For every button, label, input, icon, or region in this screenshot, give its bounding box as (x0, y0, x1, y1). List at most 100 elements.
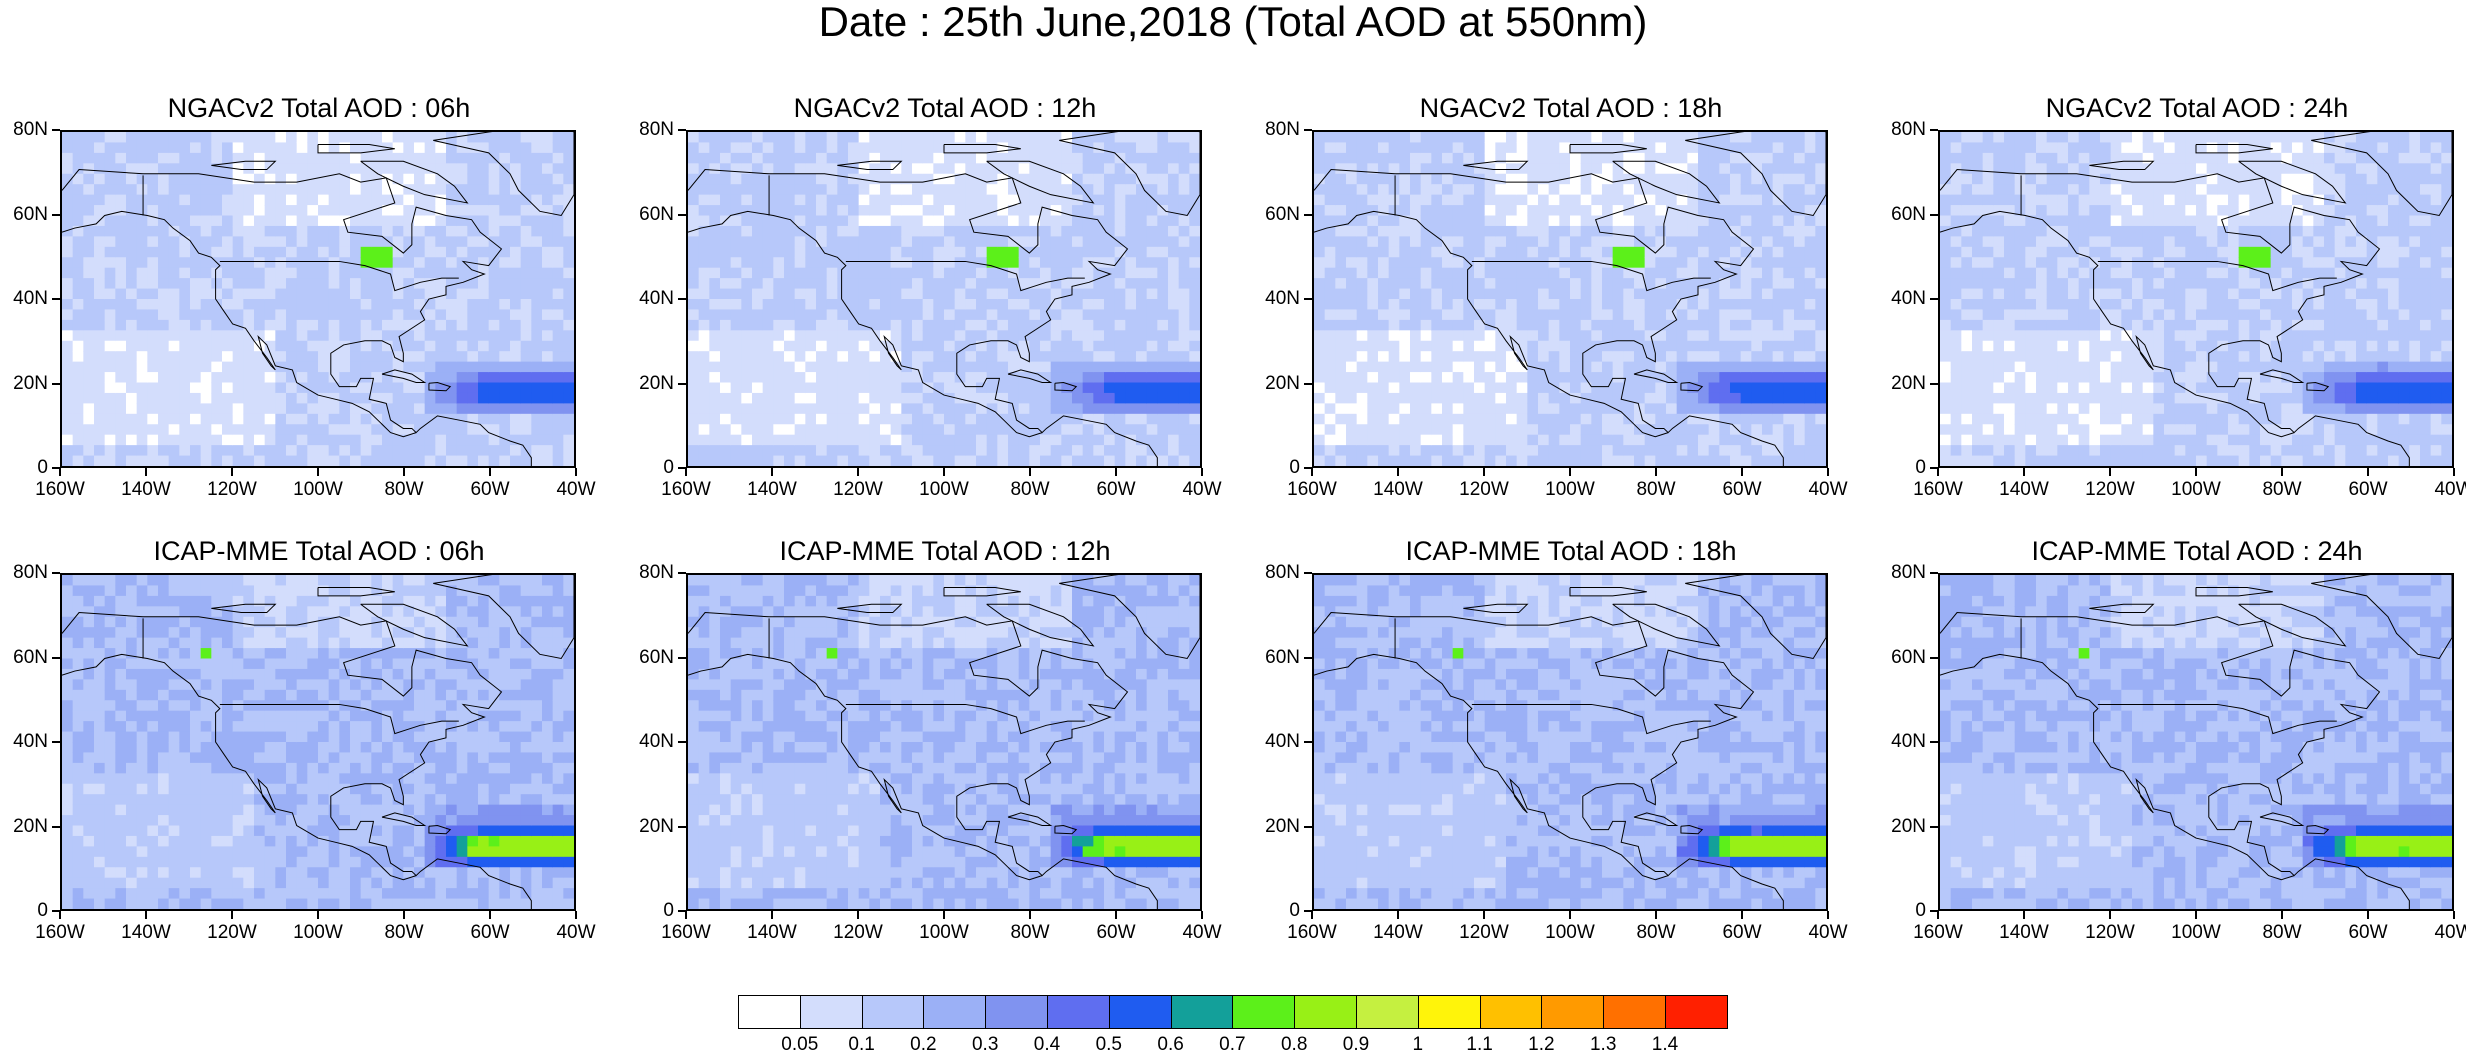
lon-tick-label: 100W (1545, 922, 1595, 943)
coastline (2097, 260, 2337, 292)
colorbar-bin (861, 995, 925, 1029)
lat-tick-label: 40N (1891, 731, 1926, 752)
coastline (845, 703, 1085, 735)
lon-tick-label: 80W (384, 922, 424, 943)
lon-tick-label: 80W (2262, 479, 2302, 500)
lon-tick-label: 140W (1999, 479, 2049, 500)
aod-field (1940, 575, 2452, 909)
lon-tick-label: 100W (1545, 479, 1595, 500)
lon-tick-label: 120W (1459, 922, 1509, 943)
lon-tick (2453, 911, 2455, 919)
lat-tick-label: 60N (1891, 203, 1926, 225)
coastline (2306, 381, 2330, 392)
coastline (1059, 132, 1200, 217)
map-panel: ICAP-MME Total AOD : 18h 80N 60N 40N 20N 0 160… (1265, 535, 1847, 943)
lat-tick (1930, 382, 1938, 385)
lon-tick-label: 140W (121, 922, 171, 943)
lon-tick-label: 160W (1287, 479, 1337, 500)
colorbar-label: 1 (1412, 1034, 1424, 1055)
lon-tick-label: 160W (1913, 922, 1963, 943)
coastline (62, 612, 532, 909)
coastline (2259, 369, 2305, 383)
colorbar-bin (738, 995, 801, 1029)
lon-tick-label: 80W (1010, 479, 1050, 500)
lat-tick-label: 80N (1891, 119, 1926, 140)
lon-tick (857, 468, 859, 476)
lon-tick (1311, 911, 1313, 919)
lat-tick (678, 741, 686, 743)
coastline (433, 132, 574, 217)
lat-tick-label: 20N (1891, 815, 1926, 837)
lon-tick-label: 100W (293, 479, 343, 500)
lon-tick (1827, 911, 1829, 919)
lon-tick-label: 160W (35, 922, 85, 943)
aod-field (688, 575, 1200, 909)
lat-tick (678, 825, 686, 828)
lon-tick (2195, 911, 2197, 919)
lat-tick (1930, 298, 1938, 300)
lat-tick (52, 825, 60, 828)
aod-field (1940, 132, 2452, 466)
lon-tick (771, 468, 773, 476)
lat-tick (52, 910, 60, 912)
colorbar-label: 0.3 (971, 1034, 999, 1055)
coastline (2238, 603, 2347, 647)
lat-tick-label: 60N (1265, 203, 1300, 225)
coastline (1680, 381, 1704, 392)
lon-tick (1397, 911, 1399, 919)
lon-tick-label: 60W (1096, 479, 1136, 500)
coastline (1007, 369, 1053, 383)
coastline (317, 587, 395, 597)
lon-tick-label: 60W (2348, 922, 2388, 943)
colorbar-label: 0.6 (1157, 1034, 1184, 1055)
lat-tick (1304, 213, 1312, 216)
lon-tick-label: 80W (1636, 479, 1676, 500)
coastline (845, 260, 1085, 292)
lat-tick (678, 213, 686, 216)
panel-title: NGACv2 Total AOD : 18h (1419, 93, 1723, 123)
lon-tick-label: 160W (1287, 922, 1337, 943)
lon-tick (685, 911, 687, 919)
coastline (837, 603, 903, 614)
lat-tick (1930, 741, 1938, 743)
lat-tick (678, 656, 686, 659)
lon-tick (2109, 468, 2111, 476)
lon-tick-label: 140W (121, 479, 171, 500)
lon-tick-label: 80W (2262, 922, 2302, 943)
map-panel: ICAP-MME Total AOD : 12h 80N 60N 40N 20N 0 160… (639, 535, 1221, 943)
lon-tick (59, 468, 61, 476)
aod-map (686, 130, 1202, 468)
lon-tick (2281, 911, 2283, 919)
lon-tick-label: 120W (2085, 922, 2135, 943)
lat-tick (1930, 825, 1938, 828)
coastline (211, 160, 277, 171)
lon-tick (1569, 911, 1571, 919)
lat-tick-label: 20N (639, 815, 674, 837)
coastline (1471, 703, 1711, 735)
colorbar-label: 0.05 (781, 1034, 819, 1055)
aod-map (1938, 130, 2454, 468)
lat-tick (1304, 382, 1312, 385)
lat-tick-label: 60N (13, 646, 48, 668)
lat-tick (678, 572, 686, 574)
coastline (1569, 587, 1647, 597)
coastline (986, 603, 1095, 647)
lon-tick-label: 60W (1096, 922, 1136, 943)
lat-tick (1304, 129, 1312, 131)
lat-tick-label: 80N (639, 119, 674, 140)
panel-title: NGACv2 Total AOD : 24h (2045, 93, 2349, 123)
lon-tick (1937, 911, 1939, 919)
lon-tick-label: 140W (747, 479, 797, 500)
lon-tick-label: 40W (1808, 922, 1848, 943)
colorbar-label: 0.4 (1033, 1034, 1061, 1055)
lon-tick (317, 911, 319, 919)
lat-tick (678, 382, 686, 385)
lon-tick-label: 120W (1459, 479, 1509, 500)
colorbar-label: 1.1 (1466, 1034, 1493, 1055)
coastline (2089, 603, 2155, 614)
lon-tick-label: 160W (35, 479, 85, 500)
coastline (428, 824, 452, 835)
lon-tick-label: 120W (833, 922, 883, 943)
coastline (1007, 812, 1053, 826)
lon-tick-label: 40W (2434, 922, 2466, 943)
